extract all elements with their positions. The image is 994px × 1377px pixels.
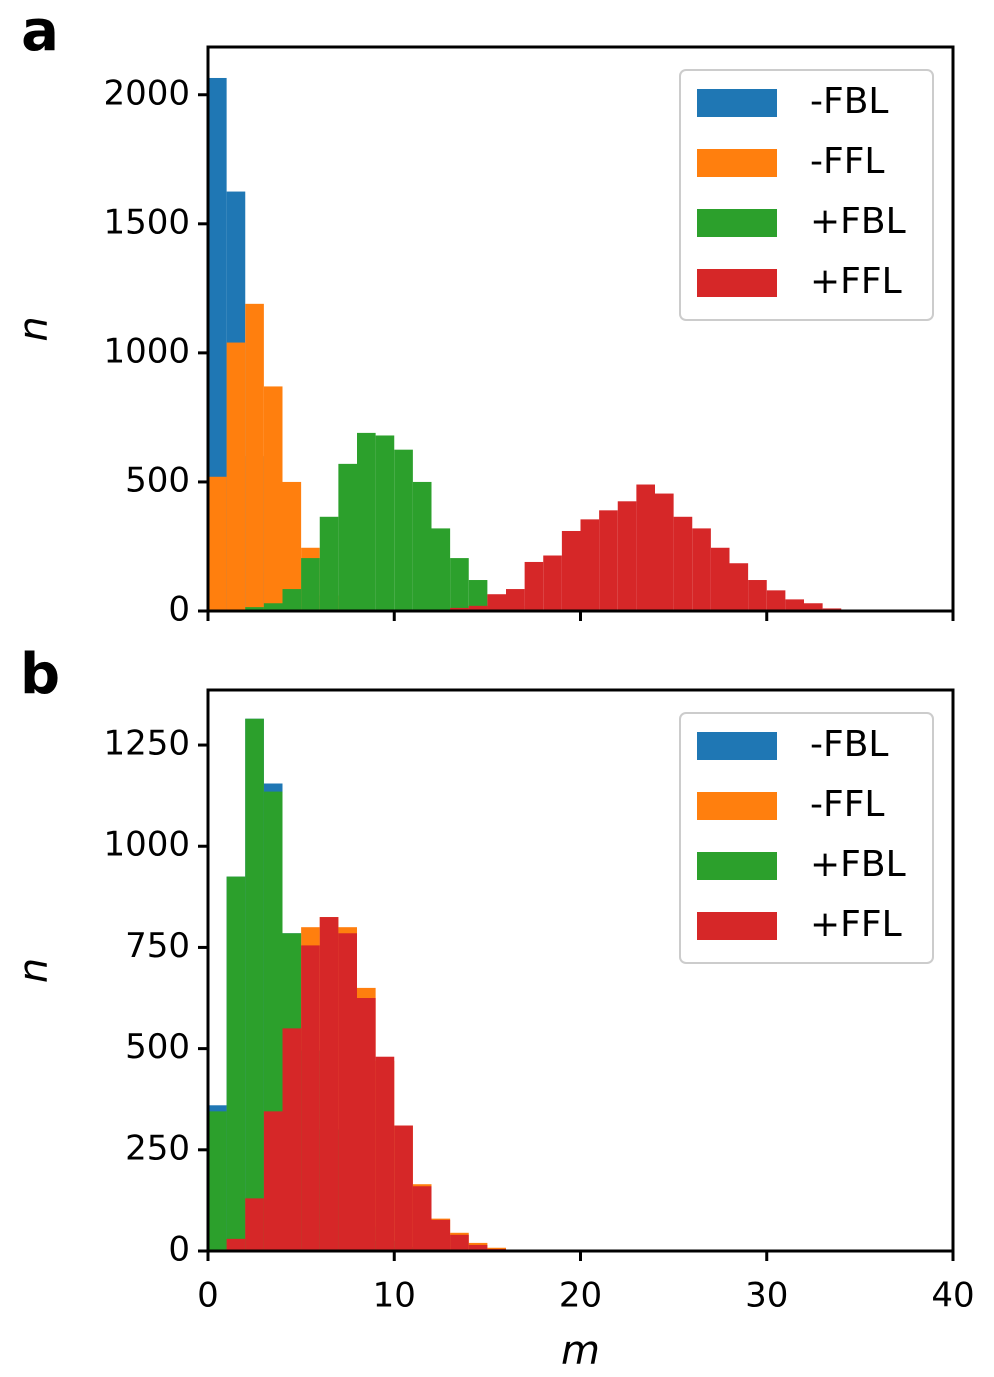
legend-swatch [697, 149, 777, 177]
y-tick-label: 750 [125, 926, 190, 966]
legend-swatch [697, 912, 777, 940]
x-tick-label: 30 [745, 1276, 788, 1316]
bar [394, 1125, 413, 1251]
bar [543, 555, 562, 611]
bar [692, 528, 711, 611]
bar [226, 1238, 246, 1251]
bar [394, 449, 413, 611]
x-tick-label: 0 [197, 1276, 219, 1316]
bar [729, 563, 749, 611]
bar [748, 580, 767, 611]
bar [282, 481, 302, 611]
bar [412, 1186, 432, 1251]
y-tick-label: 1000 [103, 825, 190, 865]
panel-label: a [21, 0, 59, 64]
bar [450, 1234, 469, 1251]
bar [655, 493, 674, 611]
legend-label: -FBL [810, 81, 888, 122]
y-tick-label: 0 [168, 590, 190, 630]
bar [375, 1056, 395, 1251]
bar [226, 876, 246, 1251]
y-axis-label: n [11, 958, 57, 983]
y-tick-label: 1500 [103, 202, 190, 242]
bar [301, 945, 320, 1251]
x-tick-label: 20 [559, 1276, 602, 1316]
bar [431, 1219, 451, 1251]
bar [636, 484, 655, 611]
y-tick-label: 250 [125, 1128, 190, 1168]
legend-swatch [697, 792, 777, 820]
bar [263, 1111, 283, 1251]
legend-label: +FBL [810, 844, 906, 885]
bar [766, 590, 786, 611]
legend-box [679, 712, 934, 964]
legend-swatch [697, 732, 777, 760]
legend-label: -FBL [810, 724, 888, 765]
x-tick-label: 10 [373, 1276, 416, 1316]
bar [412, 481, 432, 611]
x-tick-label: 40 [931, 1276, 974, 1316]
bar [357, 432, 376, 611]
bar [338, 933, 357, 1251]
bar [245, 718, 264, 1251]
bar [338, 463, 357, 611]
bar [431, 528, 451, 611]
bar [319, 917, 339, 1251]
y-tick-label: 2000 [103, 73, 190, 113]
bar [245, 303, 264, 611]
bar [263, 386, 283, 611]
bar [245, 1198, 264, 1251]
bar [673, 516, 693, 611]
bar [301, 558, 320, 611]
panel-label: b [20, 642, 60, 707]
bar [468, 580, 488, 611]
legend-swatch [697, 89, 777, 117]
bar [450, 558, 469, 611]
bar [208, 476, 227, 611]
y-tick-label: 500 [125, 1027, 190, 1067]
legend-swatch [697, 269, 777, 297]
legend-label: +FFL [810, 904, 902, 945]
bar [524, 561, 544, 611]
bar [804, 603, 823, 611]
bar [226, 342, 246, 611]
y-tick-label: 1250 [103, 724, 190, 764]
bar [506, 589, 525, 611]
bar [319, 516, 339, 611]
legend-label: +FFL [810, 261, 902, 302]
x-axis-label: m [561, 1328, 600, 1373]
bar [599, 510, 618, 611]
bar [450, 607, 469, 611]
y-tick-label: 0 [168, 1230, 190, 1270]
bar [617, 501, 637, 611]
bar [282, 1028, 302, 1251]
legend-box [679, 69, 934, 321]
legend-swatch [697, 852, 777, 880]
bar [263, 603, 283, 611]
bar [375, 435, 395, 611]
y-tick-label: 1000 [103, 331, 190, 371]
bar [468, 605, 488, 611]
bar [785, 599, 804, 611]
bar [580, 519, 600, 611]
bar [710, 547, 730, 611]
legend-label: -FFL [810, 141, 884, 182]
bar [487, 594, 506, 611]
bar [357, 998, 376, 1251]
y-tick-label: 500 [125, 460, 190, 500]
bar [245, 607, 264, 611]
bar [468, 1244, 488, 1251]
y-axis-label: n [11, 316, 57, 341]
bar [208, 1111, 227, 1251]
bar [282, 589, 302, 611]
bar [561, 530, 581, 611]
legend-label: -FFL [810, 784, 884, 825]
legend-swatch [697, 209, 777, 237]
legend-label: +FBL [810, 201, 906, 242]
